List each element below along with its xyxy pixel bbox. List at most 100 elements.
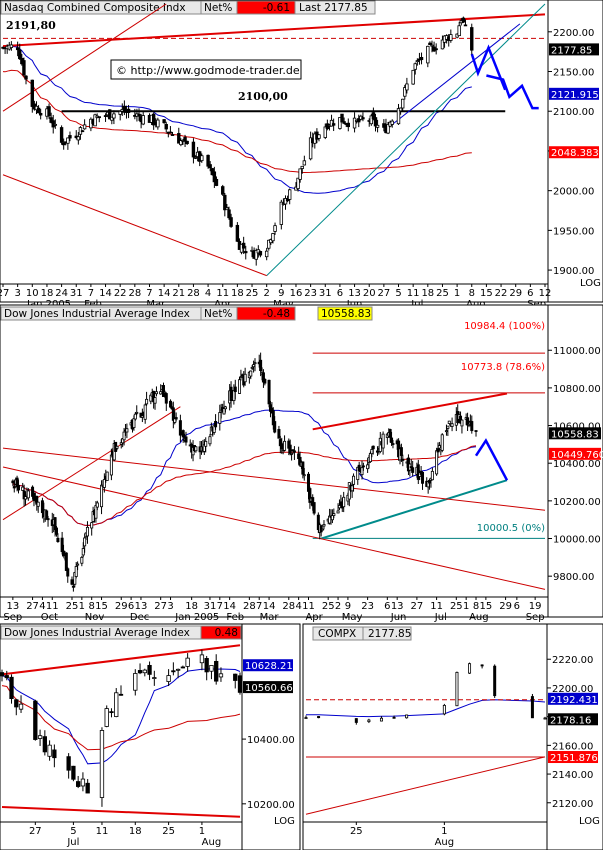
candle-body bbox=[24, 75, 28, 80]
dow-last: 10558.83 bbox=[321, 308, 371, 320]
x-month-label: Dec bbox=[130, 612, 149, 623]
candle-body bbox=[118, 111, 122, 115]
candle-body bbox=[321, 528, 325, 531]
x-day-label: 13 bbox=[348, 288, 361, 299]
candle-body bbox=[413, 63, 417, 70]
candle-body bbox=[317, 716, 321, 719]
x-month-label: Jul bbox=[66, 837, 79, 848]
candle-body bbox=[399, 447, 403, 456]
candle-body bbox=[428, 42, 432, 46]
candle-body bbox=[76, 136, 81, 141]
x-day-label: 7 bbox=[217, 601, 223, 612]
y-tick-label: 1950.00 bbox=[553, 226, 594, 237]
x-day-label: 4 bbox=[205, 288, 211, 299]
x-month-label: Aug bbox=[469, 612, 489, 623]
candle-body bbox=[99, 730, 105, 798]
nasdaq-panel: Nasdaq Combined Composite Indx Net% -0.6… bbox=[0, 0, 603, 310]
candle-body bbox=[143, 404, 147, 420]
candle-body bbox=[193, 157, 198, 159]
x-day-label: 15 bbox=[480, 288, 493, 299]
candle-body bbox=[168, 131, 173, 134]
x-day-label: 14 bbox=[263, 601, 276, 612]
candle-body bbox=[214, 660, 219, 682]
candle-body bbox=[392, 716, 396, 719]
y-tick-label: 10200.00 bbox=[247, 800, 295, 811]
candle-body bbox=[227, 209, 231, 219]
candle-body bbox=[74, 566, 78, 577]
x-day-label: 10 bbox=[26, 288, 39, 299]
price-tag-label: 10558.83 bbox=[551, 429, 599, 440]
x-day-label: 25 bbox=[322, 601, 335, 612]
candle-body bbox=[302, 160, 307, 166]
candle-body bbox=[175, 668, 181, 671]
y-tick-label: 10800.00 bbox=[553, 384, 601, 395]
candle-body bbox=[178, 420, 182, 436]
price-tag-box bbox=[548, 692, 598, 705]
x-day-label: 18 bbox=[129, 826, 142, 837]
candle-body bbox=[280, 443, 284, 450]
candle-body bbox=[95, 502, 99, 508]
x-month-label: Oct bbox=[41, 612, 58, 623]
candle-body bbox=[208, 164, 212, 169]
x-day-label: 8 bbox=[473, 601, 479, 612]
candle-body bbox=[105, 471, 109, 481]
candle-body bbox=[142, 669, 147, 674]
candle-body bbox=[386, 124, 390, 134]
x-month-label: Sep bbox=[3, 612, 22, 623]
candle-body bbox=[59, 127, 64, 143]
x-day-label: 11 bbox=[46, 601, 59, 612]
candle-body bbox=[81, 548, 85, 556]
candle-body bbox=[244, 251, 248, 254]
candle-body bbox=[426, 45, 430, 64]
x-day-label: 5 bbox=[70, 826, 76, 837]
candle-body bbox=[80, 130, 85, 133]
candle-body bbox=[166, 675, 171, 682]
y-tick-label: 10400.00 bbox=[247, 735, 295, 746]
price-tag-box bbox=[549, 146, 599, 159]
candle-body bbox=[9, 676, 14, 699]
candle-body bbox=[85, 782, 90, 794]
candle-body bbox=[223, 194, 227, 211]
candle-body bbox=[304, 717, 308, 719]
candle-body bbox=[0, 672, 5, 677]
candle-body bbox=[312, 502, 316, 514]
x-day-label: 25 bbox=[162, 826, 175, 837]
x-day-label: 1 bbox=[454, 288, 460, 299]
nasdaq-level-label: 2100,00 bbox=[238, 90, 288, 103]
y-tick-label: 10400.00 bbox=[553, 459, 601, 470]
x-day-label: 19 bbox=[529, 601, 542, 612]
dow-mode: Net% bbox=[204, 308, 232, 320]
candle-body bbox=[206, 154, 210, 167]
price-tag-box bbox=[549, 447, 601, 460]
x-day-label: 24 bbox=[55, 288, 68, 299]
candle-body bbox=[18, 49, 22, 60]
x-day-label: 6 bbox=[384, 601, 390, 612]
candle-body bbox=[82, 124, 87, 130]
candle-body bbox=[352, 475, 356, 485]
x-day-label: 11 bbox=[216, 288, 229, 299]
y-tick-label: 1900.00 bbox=[553, 266, 594, 277]
candle-body bbox=[283, 198, 288, 205]
candle-body bbox=[114, 692, 119, 717]
price-tag-label: 10628.218 bbox=[245, 661, 299, 672]
x-day-label: 25 bbox=[436, 288, 449, 299]
candle-body bbox=[70, 579, 74, 585]
candle-body bbox=[177, 133, 181, 144]
candle-body bbox=[398, 107, 403, 112]
x-day-label: 16 bbox=[290, 288, 303, 299]
price-tag-box bbox=[243, 659, 293, 672]
candle-body bbox=[373, 117, 378, 127]
candle-body bbox=[470, 421, 474, 432]
x-day-label: 14 bbox=[99, 288, 112, 299]
candle-body bbox=[38, 112, 43, 116]
compx-long-ma-line bbox=[305, 756, 546, 815]
nasdaq-last-box bbox=[294, 0, 376, 15]
candle-body bbox=[379, 717, 383, 722]
uptrend-line bbox=[266, 3, 546, 277]
x-month-label: Sep bbox=[526, 612, 545, 623]
candle-body bbox=[357, 118, 361, 123]
candle-body bbox=[440, 39, 445, 50]
x-day-label: 3 bbox=[167, 601, 173, 612]
candle-body bbox=[461, 17, 466, 23]
candle-body bbox=[381, 433, 385, 449]
